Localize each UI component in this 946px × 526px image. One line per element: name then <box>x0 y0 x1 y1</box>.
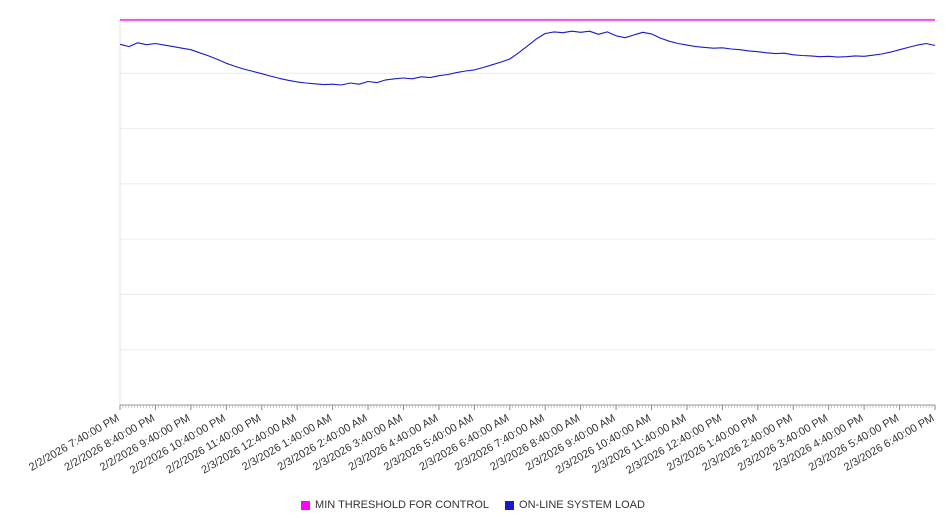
min-threshold-label: MIN THRESHOLD FOR CONTROL <box>315 499 490 511</box>
chart-legend: MIN THRESHOLD FOR CONTROL ON-LINE SYSTEM… <box>0 494 946 516</box>
system-load-line <box>119 30 936 86</box>
system-load-label: ON-LINE SYSTEM LOAD <box>519 499 645 511</box>
legend-item-min-threshold: MIN THRESHOLD FOR CONTROL <box>301 499 489 511</box>
line-chart: 2/2/2026 7:40:00 PM 2/2/2026 8:40:00 PM 2/… <box>27 17 937 477</box>
system-load-swatch-icon <box>505 500 515 510</box>
legend-item-system-load: ON-LINE SYSTEM LOAD <box>505 499 645 511</box>
min-threshold-swatch-icon <box>301 500 311 510</box>
chart-canvas: 2/2/2026 7:40:00 PM2/2/2026 8:40:00 PM2/… <box>27 17 937 477</box>
